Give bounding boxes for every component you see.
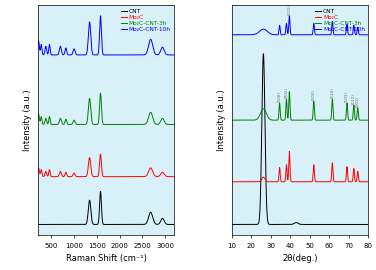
Mo₂C — [94, 175, 98, 178]
Text: (201): (201) — [356, 96, 360, 107]
Line: Mo₂C: Mo₂C — [38, 154, 174, 177]
CNT — [261, 52, 266, 55]
CNT — [170, 223, 174, 226]
Line: Mo₂C-CNT-10h: Mo₂C-CNT-10h — [232, 16, 368, 35]
CNT — [349, 223, 353, 226]
Mo₂C-CNT-10h — [229, 33, 234, 36]
Line: CNT: CNT — [232, 54, 368, 224]
Mo₂C — [364, 180, 368, 183]
X-axis label: 2θ(deg.): 2θ(deg.) — [282, 254, 318, 263]
Mo₂C-CNT-10h — [293, 33, 297, 36]
CNT — [98, 190, 103, 193]
Text: (103): (103) — [345, 91, 349, 102]
Mo₂C-CNT-3h — [170, 123, 174, 126]
Mo₂C-CNT-10h — [170, 53, 174, 56]
Mo₂C-CNT-3h — [245, 119, 250, 122]
Mo₂C-CNT-10h — [172, 53, 177, 56]
Text: (112): (112) — [352, 93, 356, 104]
Mo₂C-CNT-10h — [245, 33, 250, 36]
Mo₂C-CNT-10h — [88, 23, 92, 26]
Mo₂C — [172, 175, 177, 178]
CNT — [245, 223, 250, 226]
CNT — [88, 200, 92, 203]
Mo₂C-CNT-10h — [287, 14, 292, 18]
Mo₂C-CNT-10h — [288, 25, 293, 29]
Mo₂C-CNT-3h — [253, 118, 258, 122]
CNT — [155, 223, 159, 226]
Mo₂C — [88, 157, 92, 161]
Mo₂C — [288, 168, 293, 171]
Mo₂C-CNT-10h — [98, 14, 103, 18]
CNT — [172, 223, 177, 226]
Mo₂C-CNT-10h — [106, 53, 111, 56]
Mo₂C — [106, 175, 111, 178]
Text: (110): (110) — [331, 87, 334, 98]
Mo₂C — [245, 180, 250, 183]
Y-axis label: Intensity (a.u.): Intensity (a.u.) — [23, 89, 32, 151]
CNT — [364, 223, 368, 226]
CNT — [282, 223, 287, 226]
Mo₂C-CNT-10h — [366, 33, 371, 36]
Mo₂C-CNT-3h — [98, 92, 103, 95]
Line: Mo₂C-CNT-3h: Mo₂C-CNT-3h — [232, 92, 368, 120]
Mo₂C-CNT-3h — [288, 107, 293, 110]
Mo₂C-CNT-3h — [229, 119, 234, 122]
Mo₂C — [287, 150, 292, 153]
Mo₂C-CNT-10h — [155, 53, 159, 56]
Mo₂C-CNT-3h — [287, 90, 292, 93]
Text: (100): (100) — [277, 91, 282, 102]
Mo₂C-CNT-10h — [364, 33, 368, 36]
Mo₂C-CNT-10h — [59, 48, 64, 51]
CNT — [35, 223, 40, 226]
Mo₂C — [155, 175, 159, 178]
Mo₂C-CNT-3h — [106, 123, 111, 126]
Mo₂C-CNT-3h — [59, 119, 64, 122]
Mo₂C-CNT-3h — [35, 117, 40, 120]
Mo₂C-CNT-3h — [349, 119, 353, 122]
CNT — [94, 223, 98, 226]
Text: (002): (002) — [284, 87, 288, 98]
Mo₂C — [366, 180, 371, 183]
Mo₂C-CNT-3h — [51, 123, 55, 126]
Mo₂C-CNT-3h — [172, 123, 177, 126]
Mo₂C-CNT-3h — [366, 119, 371, 122]
Mo₂C — [59, 172, 64, 175]
Legend: CNT, Mo₂C, Mo₂C-CNT-3h, Mo₂C-CNT-10h: CNT, Mo₂C, Mo₂C-CNT-3h, Mo₂C-CNT-10h — [315, 8, 365, 32]
Mo₂C-CNT-3h — [155, 123, 159, 126]
Mo₂C-CNT-10h — [35, 46, 40, 49]
CNT — [59, 223, 64, 226]
Line: Mo₂C: Mo₂C — [232, 151, 368, 182]
CNT — [288, 223, 293, 226]
Text: (101): (101) — [287, 4, 291, 15]
Line: Mo₂C-CNT-10h: Mo₂C-CNT-10h — [38, 16, 174, 55]
Mo₂C-CNT-10h — [282, 33, 287, 36]
Mo₂C — [35, 170, 40, 174]
Y-axis label: Intensity (a.u.): Intensity (a.u.) — [217, 89, 226, 151]
Mo₂C — [253, 180, 258, 183]
Mo₂C — [51, 175, 55, 178]
Mo₂C-CNT-10h — [94, 53, 98, 56]
Mo₂C-CNT-10h — [349, 33, 353, 36]
Mo₂C-CNT-3h — [364, 119, 368, 122]
Mo₂C-CNT-3h — [94, 123, 98, 126]
Mo₂C — [98, 153, 103, 156]
Mo₂C — [349, 180, 353, 183]
Text: (102): (102) — [312, 89, 316, 100]
X-axis label: Raman Shift (cm⁻¹): Raman Shift (cm⁻¹) — [65, 254, 146, 263]
Line: Mo₂C-CNT-3h: Mo₂C-CNT-3h — [38, 93, 174, 124]
Mo₂C — [282, 180, 287, 183]
Mo₂C-CNT-3h — [88, 99, 92, 102]
CNT — [366, 223, 371, 226]
CNT — [51, 223, 55, 226]
Mo₂C-CNT-10h — [253, 32, 258, 36]
Mo₂C-CNT-10h — [51, 53, 55, 56]
Mo₂C-CNT-3h — [282, 119, 287, 122]
CNT — [229, 223, 234, 226]
CNT — [253, 223, 258, 226]
Legend: CNT, Mo₂C, Mo₂C-CNT-3h, Mo₂C-CNT-10h: CNT, Mo₂C, Mo₂C-CNT-3h, Mo₂C-CNT-10h — [121, 8, 171, 32]
Line: CNT: CNT — [38, 191, 174, 224]
Mo₂C — [170, 175, 174, 178]
Mo₂C — [229, 180, 234, 183]
